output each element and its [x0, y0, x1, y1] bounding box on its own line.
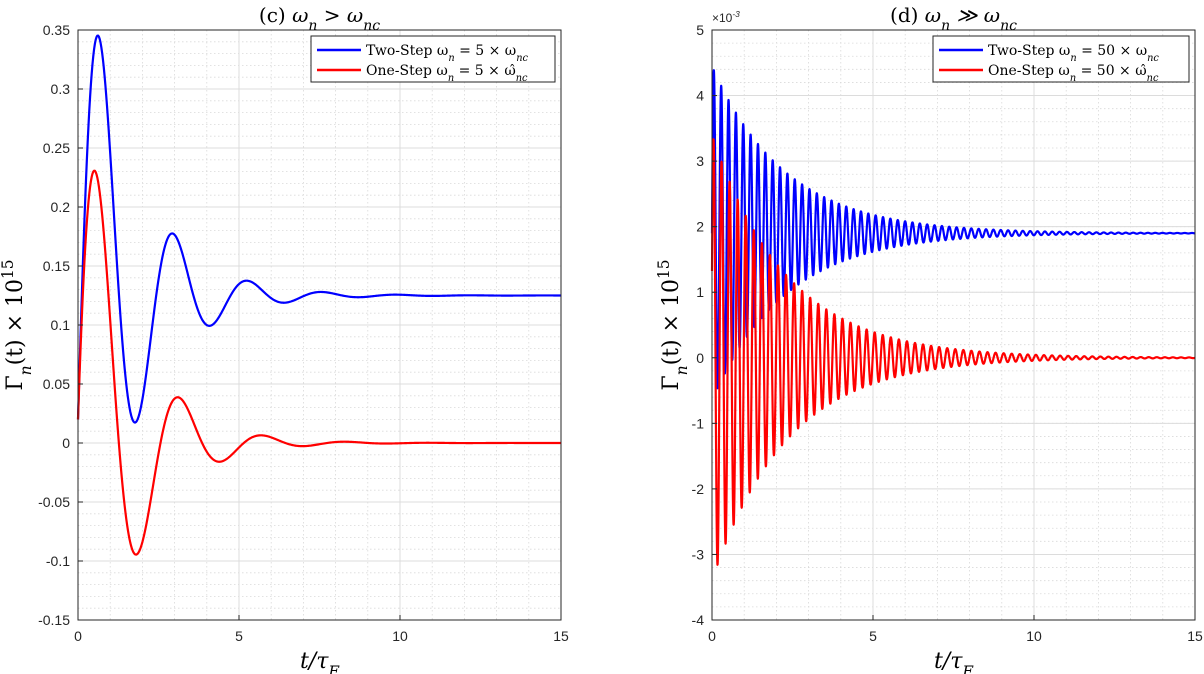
y-tick-label: 0.05 — [43, 376, 70, 392]
y-tick-label: -1 — [692, 415, 705, 431]
y-axis-label: Γn(t) × 1015 — [655, 259, 691, 390]
legend-entry-one-step: One-Step ωn = 5 × ω̂nc — [366, 63, 528, 84]
y-tick-label: 0.25 — [43, 140, 70, 156]
y-tick-label: -2 — [692, 481, 705, 497]
x-tick-label: 15 — [1187, 628, 1203, 644]
y-tick-label: 4 — [696, 88, 704, 104]
y-tick-label: 0 — [696, 350, 704, 366]
y-tick-label: -0.15 — [38, 612, 70, 628]
y-axis-label-group: Γn(t) × 1015 — [0, 259, 35, 390]
y-tick-label: 5 — [696, 22, 704, 38]
x-tick-label: 10 — [392, 628, 408, 644]
chart-panel-d: 0 5 10 15 -4 -3 -2 -1 0 1 2 3 4 5 ×10-3 (d) ωn ≫ ωnc t/τ… — [655, 3, 1203, 674]
series-line-one-step — [76, 169, 562, 556]
chart-panel-c: 0 5 10 15 -0.15 -0.1 -0.05 0 0.05 0.1 0.15 0.2 0.25 0… — [0, 3, 569, 674]
legend-entry-one-step: One-Step ωn = 50 × ω̂nc — [988, 63, 1159, 84]
axes-box — [711, 29, 1196, 621]
y-tick-label: -0.05 — [38, 494, 70, 510]
legend-box — [932, 35, 1190, 83]
y-tick-label: 0 — [62, 435, 70, 451]
series-group — [710, 69, 1197, 566]
x-tick-label: 15 — [553, 628, 569, 644]
y-tick-label: 1 — [696, 284, 704, 300]
chart-title: (d) ωn ≫ ωnc — [890, 3, 1017, 34]
y-axis-label: Γn(t) × 1015 — [0, 259, 35, 390]
series-group — [76, 34, 562, 556]
y-tick-label: 0.2 — [51, 199, 71, 215]
x-tick-label: 0 — [708, 628, 716, 644]
x-tick-label: 0 — [74, 628, 82, 644]
y-tick-label: -3 — [692, 546, 705, 562]
series-line-two-step — [710, 69, 1197, 390]
legend-entry-two-step: Two-Step ωn = 5 × ωnc — [366, 43, 529, 64]
series-line-one-step — [710, 138, 1197, 566]
y-axis-label-group: Γn(t) × 1015 — [655, 259, 691, 390]
x-tick-label: 10 — [1026, 628, 1042, 644]
x-axis-label: t/τF — [934, 649, 974, 674]
x-axis-label: t/τF — [300, 649, 340, 674]
y-tick-label: -0.1 — [46, 553, 70, 569]
y-tick-label: 0.3 — [51, 81, 71, 97]
legend-entry-two-step: Two-Step ωn = 50 × ωnc — [988, 43, 1159, 64]
x-tick-label: 5 — [235, 628, 243, 644]
y-tick-label: 3 — [696, 153, 704, 169]
y-axis-exponent-label: ×10-3 — [712, 9, 740, 25]
legend-box — [310, 35, 556, 83]
ticks: 0 5 10 15 -4 -3 -2 -1 0 1 2 3 4 5 — [692, 22, 1203, 644]
series-line-two-step — [76, 34, 562, 424]
y-tick-label: 0.1 — [51, 317, 71, 333]
y-tick-label: 0.15 — [43, 258, 70, 274]
y-tick-label: -4 — [692, 612, 705, 628]
y-tick-label: 0.35 — [43, 22, 70, 38]
x-tick-label: 5 — [869, 628, 877, 644]
ticks: 0 5 10 15 -0.15 -0.1 -0.05 0 0.05 0.1 0.15 0.2 0.25 0… — [38, 22, 569, 644]
y-tick-label: 2 — [696, 219, 704, 235]
chart-title: (c) ωn > ωnc — [259, 3, 380, 34]
